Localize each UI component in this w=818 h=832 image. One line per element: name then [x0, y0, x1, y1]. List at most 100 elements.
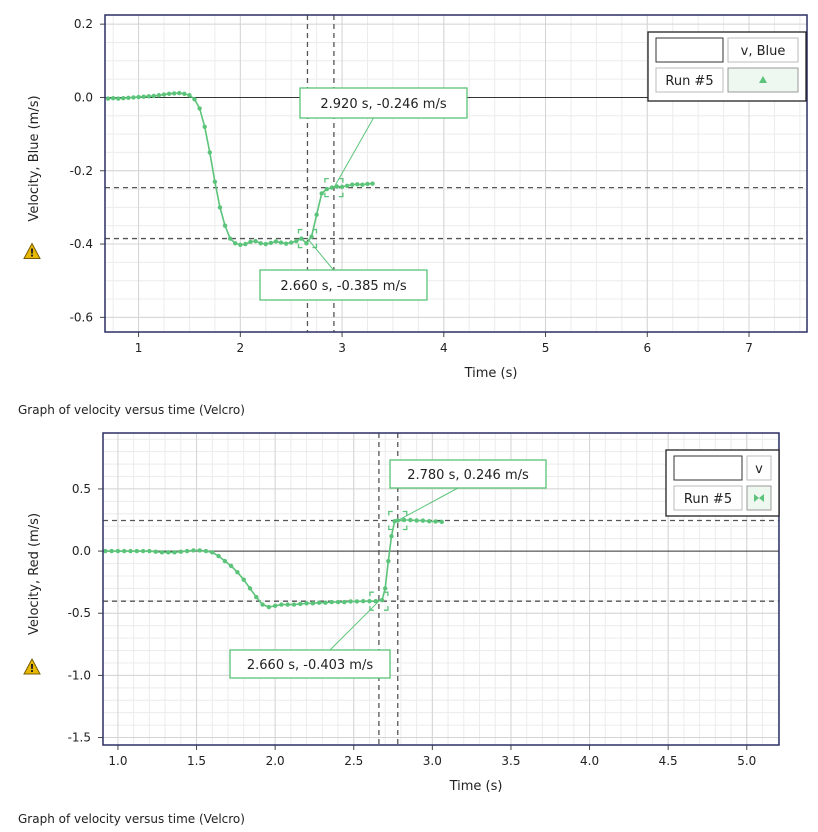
- data-point[interactable]: [203, 548, 209, 554]
- velocity-chart-blue[interactable]: 1 2 3 4 5 6 7 0.2 0.0 -0.2 -0.4 -0.6 2.920 s, -0.246…: [0, 0, 818, 400]
- data-point[interactable]: [439, 519, 444, 525]
- data-point[interactable]: [116, 96, 121, 101]
- data-point[interactable]: [171, 91, 177, 96]
- data-point[interactable]: [156, 93, 162, 98]
- data-point[interactable]: [222, 223, 228, 228]
- data-point[interactable]: [389, 533, 394, 539]
- data-point[interactable]: [222, 558, 228, 564]
- data-point[interactable]: [131, 95, 136, 100]
- data-point[interactable]: [316, 600, 322, 605]
- data-point[interactable]: [166, 91, 172, 96]
- data-point[interactable]: [344, 183, 350, 188]
- data-point[interactable]: [294, 238, 299, 244]
- data-point[interactable]: [304, 601, 309, 606]
- data-point[interactable]: [182, 91, 187, 96]
- data-point[interactable]: [348, 599, 353, 604]
- data-point[interactable]: [279, 602, 284, 607]
- data-point[interactable]: [136, 94, 141, 100]
- data-point[interactable]: [141, 94, 146, 99]
- data-point[interactable]: [254, 594, 259, 600]
- data-point[interactable]: [260, 602, 265, 607]
- data-point[interactable]: [379, 597, 385, 603]
- data-point[interactable]: [414, 518, 419, 523]
- data-point[interactable]: [323, 600, 328, 605]
- data-point[interactable]: [212, 179, 218, 184]
- data-point[interactable]: [238, 242, 243, 247]
- data-point[interactable]: [121, 95, 126, 101]
- data-point[interactable]: [360, 182, 365, 187]
- data-point[interactable]: [335, 599, 341, 605]
- data-point[interactable]: [342, 599, 347, 605]
- data-point[interactable]: [178, 549, 184, 554]
- data-point[interactable]: [283, 241, 289, 246]
- data-point[interactable]: [314, 212, 319, 217]
- data-point[interactable]: [172, 550, 177, 555]
- data-point[interactable]: [273, 239, 279, 244]
- data-point[interactable]: [192, 97, 197, 102]
- data-point[interactable]: [299, 236, 304, 241]
- data-point[interactable]: [233, 241, 238, 246]
- data-point[interactable]: [309, 234, 314, 239]
- data-point[interactable]: [433, 519, 438, 524]
- data-point[interactable]: [122, 548, 127, 554]
- data-point[interactable]: [202, 124, 207, 129]
- data-point[interactable]: [334, 184, 340, 189]
- data-point[interactable]: [140, 548, 146, 554]
- data-point[interactable]: [258, 241, 263, 246]
- data-point[interactable]: [128, 548, 133, 554]
- legend-blank-cell[interactable]: [673, 455, 743, 481]
- data-point[interactable]: [401, 517, 407, 523]
- warning-triangle-icon[interactable]: !: [23, 657, 41, 675]
- data-point[interactable]: [146, 94, 151, 99]
- legend-blank-cell[interactable]: [655, 37, 724, 63]
- data-point[interactable]: [291, 602, 297, 607]
- data-point[interactable]: [263, 241, 268, 247]
- data-point[interactable]: [370, 181, 375, 186]
- data-point[interactable]: [285, 602, 290, 607]
- data-point[interactable]: [386, 558, 391, 564]
- data-point[interactable]: [272, 603, 278, 608]
- data-point[interactable]: [324, 186, 329, 192]
- warning-triangle-icon[interactable]: !: [23, 242, 41, 260]
- data-point[interactable]: [310, 601, 316, 606]
- data-point[interactable]: [241, 577, 246, 582]
- data-point[interactable]: [187, 93, 192, 98]
- data-point[interactable]: [319, 191, 324, 196]
- data-point[interactable]: [134, 548, 139, 554]
- data-point[interactable]: [329, 599, 334, 605]
- data-point[interactable]: [247, 586, 253, 591]
- data-point[interactable]: [365, 181, 370, 187]
- data-point[interactable]: [360, 598, 366, 604]
- data-point[interactable]: [191, 548, 196, 553]
- data-point[interactable]: [109, 548, 114, 554]
- data-point[interactable]: [355, 182, 360, 187]
- data-point[interactable]: [235, 570, 240, 575]
- data-point[interactable]: [253, 238, 258, 244]
- data-point[interactable]: [420, 518, 426, 523]
- data-point[interactable]: [207, 150, 212, 155]
- data-point[interactable]: [166, 550, 171, 555]
- annotation-box[interactable]: [299, 87, 468, 119]
- data-point[interactable]: [354, 599, 360, 604]
- data-point[interactable]: [329, 185, 335, 190]
- data-point[interactable]: [153, 549, 158, 554]
- data-point[interactable]: [151, 93, 157, 99]
- data-point[interactable]: [382, 586, 388, 591]
- data-point[interactable]: [268, 240, 274, 246]
- data-point[interactable]: [159, 550, 165, 555]
- data-point[interactable]: [177, 90, 182, 96]
- data-point[interactable]: [110, 95, 116, 101]
- data-point[interactable]: [210, 550, 215, 555]
- data-point[interactable]: [278, 240, 284, 245]
- data-point[interactable]: [288, 240, 294, 245]
- data-point[interactable]: [228, 563, 234, 569]
- data-point[interactable]: [304, 241, 309, 246]
- annotation-box[interactable]: [389, 459, 547, 489]
- data-point[interactable]: [408, 517, 413, 523]
- data-point[interactable]: [147, 548, 152, 554]
- data-point[interactable]: [243, 241, 248, 247]
- data-point[interactable]: [115, 548, 121, 554]
- data-point[interactable]: [161, 92, 167, 97]
- data-point[interactable]: [367, 598, 372, 604]
- annotation-box[interactable]: [259, 269, 428, 301]
